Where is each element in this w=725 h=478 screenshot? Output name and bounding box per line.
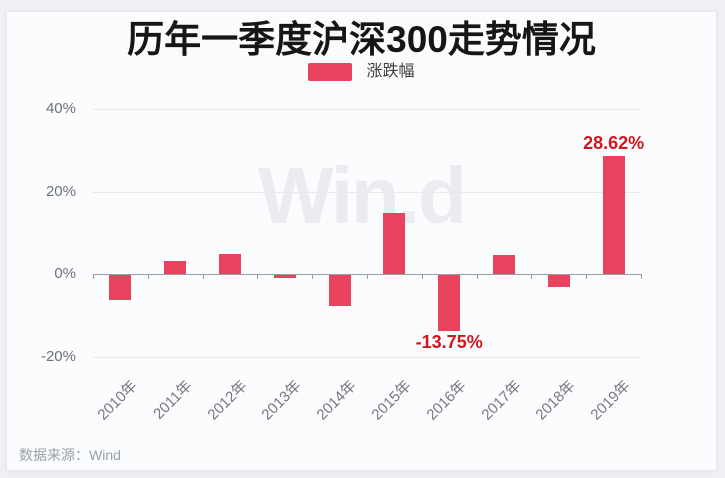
bar-2018年[interactable] <box>547 274 570 288</box>
x-axis-label-2015年: 2015年 <box>368 377 415 424</box>
bar-2011年[interactable] <box>164 261 187 274</box>
legend-label: 涨跌幅 <box>366 63 415 80</box>
y-axis-label-0%: 0% <box>54 265 76 282</box>
bar-2016年[interactable] <box>438 274 461 331</box>
value-annotation-2016年: -13.75% <box>415 331 483 352</box>
bar-2019年[interactable] <box>602 155 625 274</box>
x-axis-tick <box>257 274 259 279</box>
x-axis-tick <box>147 274 149 279</box>
x-axis-label-2018年: 2018年 <box>532 377 580 424</box>
bar-2010年[interactable] <box>109 274 132 300</box>
x-axis-label-2012年: 2012年 <box>204 377 251 424</box>
bar-2014年[interactable] <box>328 274 351 307</box>
x-axis-label-2014年: 2014年 <box>313 377 360 424</box>
x-axis-tick <box>312 274 314 279</box>
x-axis-label-2013年: 2013年 <box>258 377 306 424</box>
x-axis-label-2010年: 2010年 <box>94 377 141 424</box>
chart-title: 历年一季度沪深300走势情况 <box>127 19 596 60</box>
legend-swatch <box>308 63 353 81</box>
bar-2017年[interactable] <box>493 255 515 274</box>
y-axis-label-20%: 20% <box>45 182 76 200</box>
y-axis-label-40%: 40% <box>45 100 76 117</box>
y-axis-label--20%: -20% <box>40 347 76 365</box>
x-axis-tick <box>367 274 368 279</box>
wind-watermark: Win.d <box>258 151 467 240</box>
bar-chart-plot-area: 40% 20% 0% -20% 2010年 2011年 2012年 2013年 2014年 201… <box>7 12 718 472</box>
x-axis-tick <box>202 274 204 279</box>
value-annotation-2019年: 28.62% <box>583 132 645 153</box>
x-axis-label-2011年: 2011年 <box>150 377 196 423</box>
bar-2013年[interactable] <box>273 274 296 279</box>
x-axis-tick <box>531 274 533 279</box>
x-axis-label-2019年: 2019年 <box>587 377 634 424</box>
x-axis-label-2016年: 2016年 <box>423 377 470 424</box>
bar-2015年[interactable] <box>383 212 406 274</box>
x-axis-tick <box>93 274 94 279</box>
x-axis-label-2017年: 2017年 <box>478 377 525 424</box>
gridline-20% <box>93 191 641 193</box>
gridline-40% <box>93 109 641 110</box>
gridline--20% <box>93 356 641 358</box>
x-axis-tick <box>641 274 642 279</box>
x-axis-tick <box>421 274 423 279</box>
data-source-note: 数据来源：Wind <box>19 447 121 463</box>
bar-2012年[interactable] <box>219 254 241 274</box>
x-axis-tick <box>476 274 478 279</box>
x-axis-tick <box>586 274 588 279</box>
legend[interactable]: 涨跌幅 <box>7 63 716 81</box>
chart-card: 历年一季度沪深300走势情况 涨跌幅 Win.d 40% 20% 0% -20% 201… <box>6 11 717 471</box>
